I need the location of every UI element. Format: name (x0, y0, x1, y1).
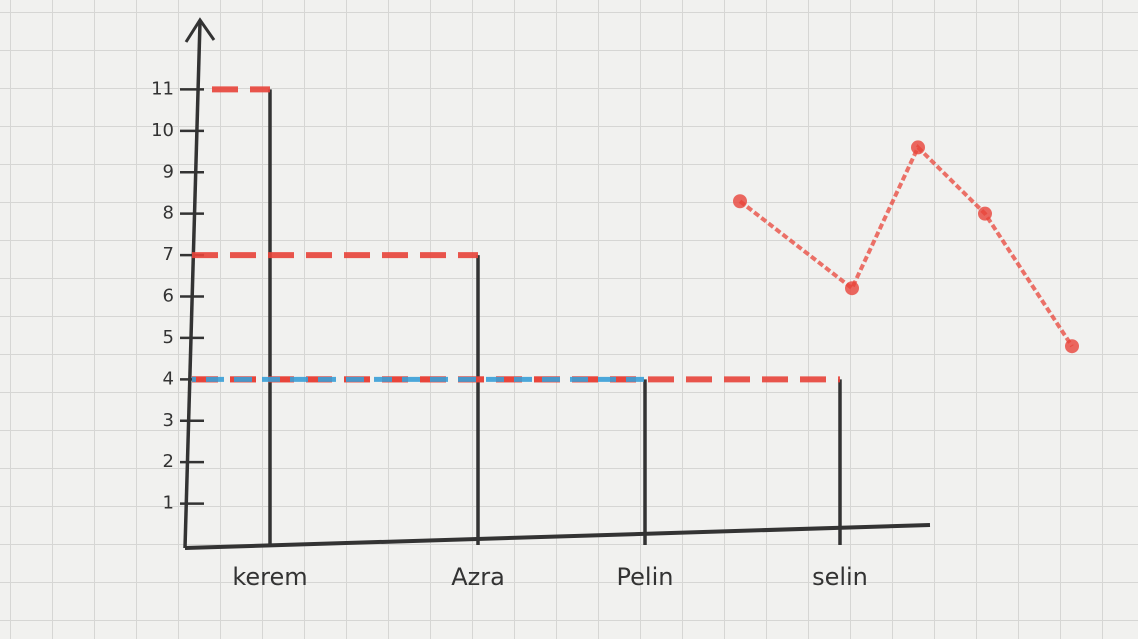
point (1065, 339, 1079, 354)
y-tick-label: 5 (163, 327, 174, 348)
y-tick-label: 11 (151, 78, 174, 99)
y-tick-label: 3 (163, 410, 174, 431)
x-axis (184, 523, 931, 550)
point (978, 206, 992, 221)
y-tick-label: 7 (163, 244, 174, 265)
x-tick-label: Azra (451, 563, 505, 591)
y-tick-label: 10 (151, 120, 174, 141)
line (738, 143, 1074, 348)
x-tick-label: Pelin (617, 563, 674, 591)
point (845, 281, 859, 296)
point (911, 140, 925, 155)
point (733, 194, 747, 209)
y-tick-label: 6 (163, 286, 174, 307)
x-tick-label: kerem (232, 563, 307, 591)
y-tick-label: 1 (163, 493, 174, 514)
y-axis (183, 21, 202, 549)
y-axis-arrow (184, 17, 216, 43)
x-tick-label: selin (812, 563, 868, 591)
y-tick-label: 8 (163, 203, 174, 224)
y-tick-label: 4 (163, 368, 174, 389)
y-tick-label: 9 (163, 161, 174, 182)
y-tick-label: 2 (163, 451, 174, 472)
